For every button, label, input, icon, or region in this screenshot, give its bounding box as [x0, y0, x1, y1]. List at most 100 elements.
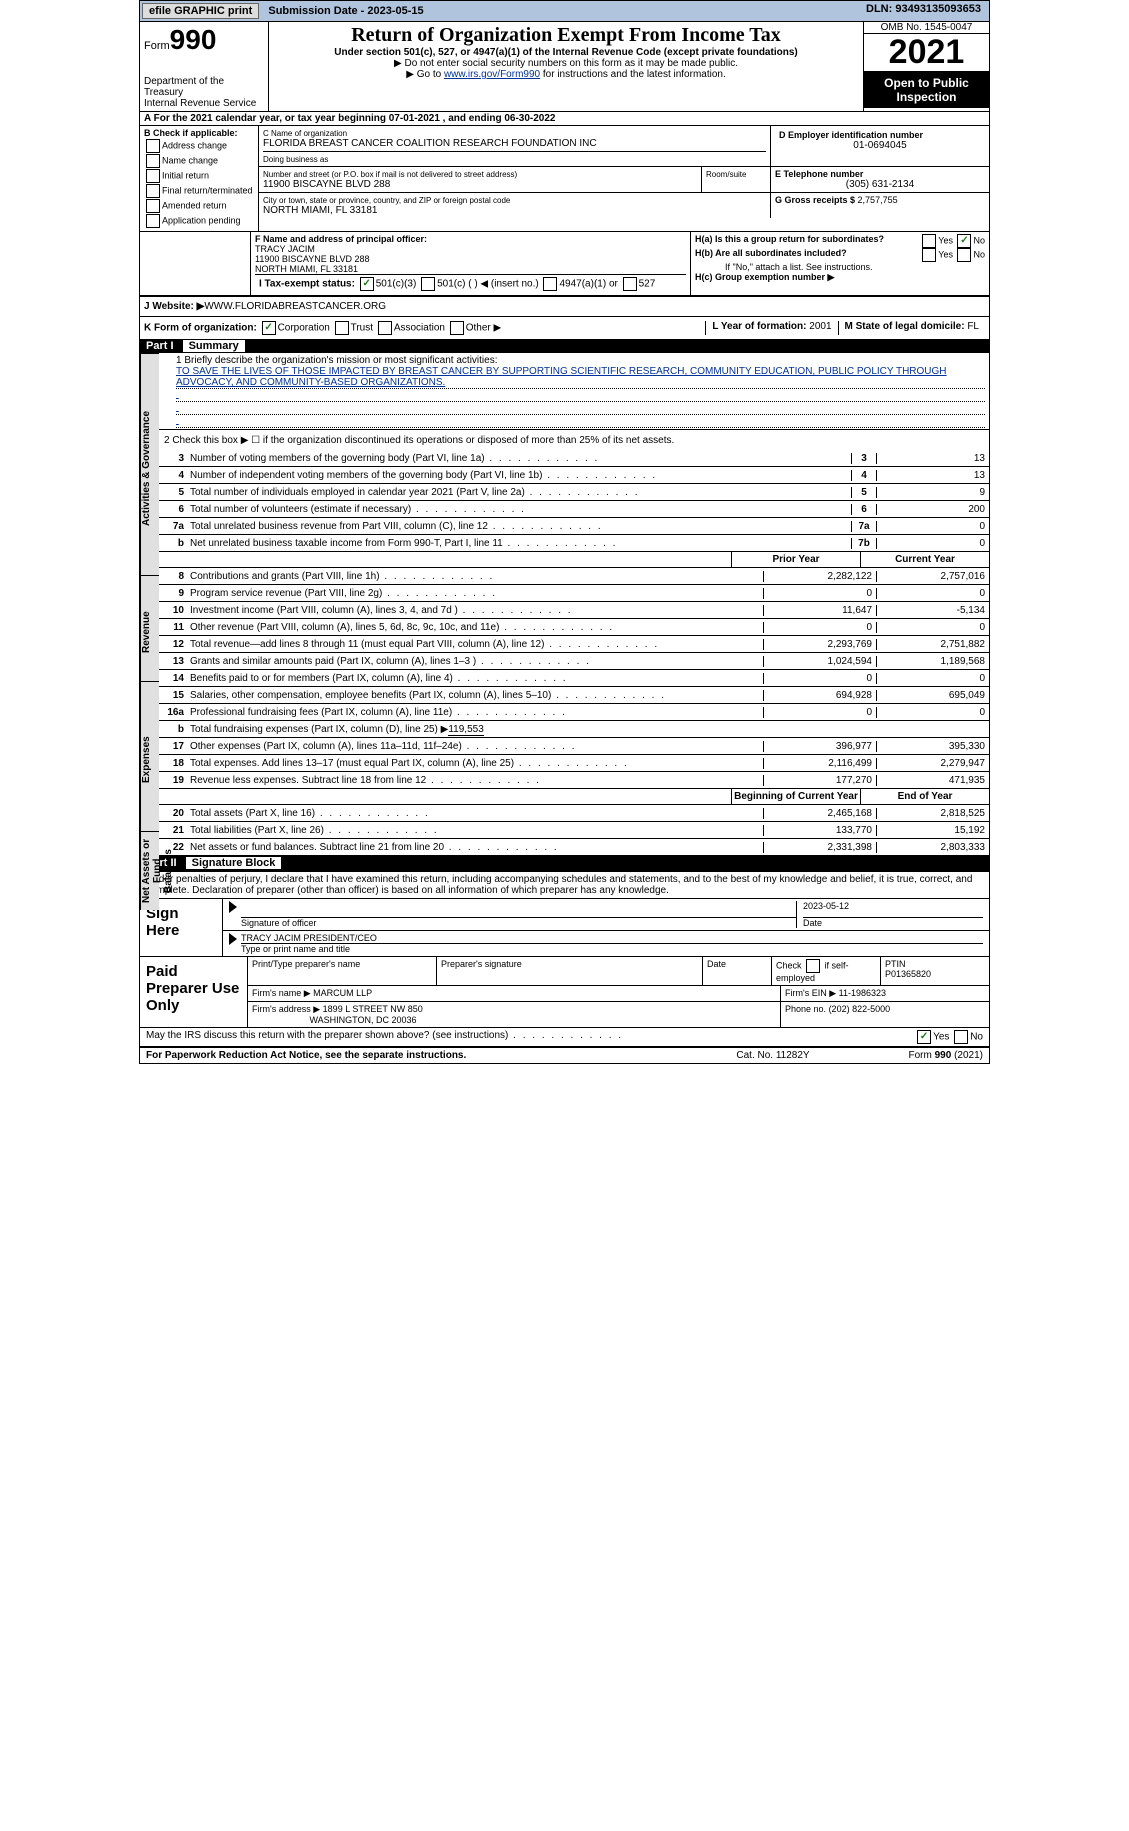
ln-val-py: 0 — [763, 622, 876, 633]
header-sub3-post: for instructions and the latest informat… — [543, 69, 726, 80]
dln-label: DLN: 93493135093653 — [866, 3, 981, 15]
form-number: 990 — [170, 24, 217, 55]
opt-app-pending: Application pending — [162, 215, 241, 225]
summary-body: Activities & Governance Revenue Expenses… — [140, 353, 989, 856]
hdr-begin-year: Beginning of Current Year — [731, 789, 860, 804]
ln-text: Revenue less expenses. Subtract line 18 … — [188, 775, 763, 786]
ln-text: Net unrelated business taxable income fr… — [188, 538, 851, 549]
ppu-h1: Print/Type preparer's name — [248, 957, 437, 985]
cb-501c[interactable] — [421, 277, 435, 291]
irs-link[interactable]: www.irs.gov/Form990 — [444, 69, 540, 80]
ln-val: 13 — [876, 470, 989, 481]
ln-val-cy: 2,279,947 — [876, 758, 989, 769]
ln-num: 21 — [158, 825, 188, 836]
ln-text: Professional fundraising fees (Part IX, … — [188, 707, 763, 718]
ln-text: Total assets (Part X, line 16) — [188, 808, 763, 819]
ln-box: 7b — [851, 538, 876, 549]
ln-val-cy: 0 — [876, 707, 989, 718]
ln-val-cy: 1,189,568 — [876, 656, 989, 667]
cb-hb-yes[interactable] — [922, 248, 936, 262]
cb-discuss-yes[interactable] — [917, 1030, 931, 1044]
org-name: FLORIDA BREAST CANCER COALITION RESEARCH… — [263, 138, 766, 149]
opt-501c: 501(c) ( ) ◀ (insert no.) — [437, 279, 539, 290]
cb-501c3[interactable] — [360, 277, 374, 291]
tax-year: 2021 — [864, 34, 989, 72]
hdr-current-year: Current Year — [860, 552, 989, 567]
ln-num: 4 — [158, 470, 188, 481]
typed-name-label: Type or print name and title — [241, 944, 350, 954]
ln-val-cy: 0 — [876, 622, 989, 633]
cb-address-change[interactable] — [146, 139, 160, 153]
cb-amended[interactable] — [146, 199, 160, 213]
cb-discuss-no[interactable] — [954, 1030, 968, 1044]
ln-val-cy: 2,751,882 — [876, 639, 989, 650]
footer-form: Form 990 (2021) — [909, 1050, 983, 1061]
cb-other[interactable] — [450, 321, 464, 335]
signature-date-label: Date — [803, 918, 822, 928]
form-title: Return of Organization Exempt From Incom… — [273, 24, 859, 47]
efile-print-button[interactable]: efile GRAPHIC print — [142, 3, 259, 19]
toolbar: efile GRAPHIC print Submission Date - 20… — [140, 1, 989, 22]
header-sub3-pre: ▶ Go to — [406, 69, 444, 80]
mission-text: TO SAVE THE LIVES OF THOSE IMPACTED BY B… — [176, 366, 985, 389]
cb-self-employed[interactable] — [806, 959, 820, 973]
officer-addr2: NORTH MIAMI, FL 33181 — [255, 264, 358, 274]
ln-val: 0 — [876, 538, 989, 549]
cb-4947[interactable] — [543, 277, 557, 291]
hb-yes: Yes — [938, 249, 953, 259]
vlabel-netassets: Net Assets or Fund Balances — [140, 831, 159, 910]
ptin-label: PTIN — [885, 959, 906, 969]
cb-hb-no[interactable] — [957, 248, 971, 262]
firm-addr2: WASHINGTON, DC 20036 — [310, 1015, 417, 1025]
cb-app-pending[interactable] — [146, 214, 160, 228]
opt-4947: 4947(a)(1) or — [559, 279, 617, 290]
ln-val: 200 — [876, 504, 989, 515]
arrow-icon — [229, 933, 237, 945]
opt-final-return: Final return/terminated — [162, 185, 253, 195]
tax-year-end: 06-30-2022 — [504, 113, 555, 124]
opt-trust: Trust — [351, 323, 373, 334]
city-label: City or town, state or province, country… — [263, 196, 510, 205]
signature-intro: Under penalties of perjury, I declare th… — [140, 870, 989, 898]
ln-text: Total number of volunteers (estimate if … — [188, 504, 851, 515]
officer-addr1: 11900 BISCAYNE BLVD 288 — [255, 254, 370, 264]
ln-text: Number of independent voting members of … — [188, 470, 851, 481]
cb-trust[interactable] — [335, 321, 349, 335]
dept-treasury: Department of the Treasury — [144, 76, 264, 98]
ln-val-py: 0 — [763, 588, 876, 599]
cb-ha-yes[interactable] — [922, 234, 936, 248]
cb-assoc[interactable] — [378, 321, 392, 335]
ln-text: Contributions and grants (Part VIII, lin… — [188, 571, 763, 582]
cb-initial-return[interactable] — [146, 169, 160, 183]
ln-val-cy: 0 — [876, 588, 989, 599]
part1-tag: Part I — [146, 340, 174, 352]
cb-name-change[interactable] — [146, 154, 160, 168]
cb-ha-no[interactable] — [957, 234, 971, 248]
cb-final-return[interactable] — [146, 184, 160, 198]
discuss-no: No — [970, 1032, 983, 1043]
line16b-text: Total fundraising expenses (Part IX, col… — [190, 724, 448, 735]
ln-text: Net assets or fund balances. Subtract li… — [188, 842, 763, 853]
signature-officer-label: Signature of officer — [241, 918, 316, 928]
ln-val-cy: -5,134 — [876, 605, 989, 616]
cb-corp[interactable] — [262, 321, 276, 335]
firm-addr-label: Firm's address ▶ — [252, 1004, 320, 1014]
opt-527: 527 — [639, 279, 656, 290]
ln-num: 16a — [158, 707, 188, 718]
dba-label: Doing business as — [263, 155, 328, 164]
hdr-prior-year: Prior Year — [731, 552, 860, 567]
ln-text: Other expenses (Part IX, column (A), lin… — [188, 741, 763, 752]
line-a-mid: , and ending — [443, 113, 505, 124]
street-address: 11900 BISCAYNE BLVD 288 — [263, 179, 697, 190]
typed-name: TRACY JACIM PRESIDENT/CEO — [241, 933, 983, 944]
line2-text: 2 Check this box ▶ ☐ if the organization… — [158, 435, 989, 446]
ln-val-py: 133,770 — [763, 825, 876, 836]
firm-addr1: 1899 L STREET NW 850 — [323, 1004, 423, 1014]
open-to-public: Open to Public Inspection — [864, 72, 989, 108]
ln-val-cy: 2,757,016 — [876, 571, 989, 582]
ln-num: 10 — [158, 605, 188, 616]
ln-text: Number of voting members of the governin… — [188, 453, 851, 464]
ln-box: 7a — [851, 521, 876, 532]
officer-label: F Name and address of principal officer: — [255, 234, 427, 244]
cb-527[interactable] — [623, 277, 637, 291]
